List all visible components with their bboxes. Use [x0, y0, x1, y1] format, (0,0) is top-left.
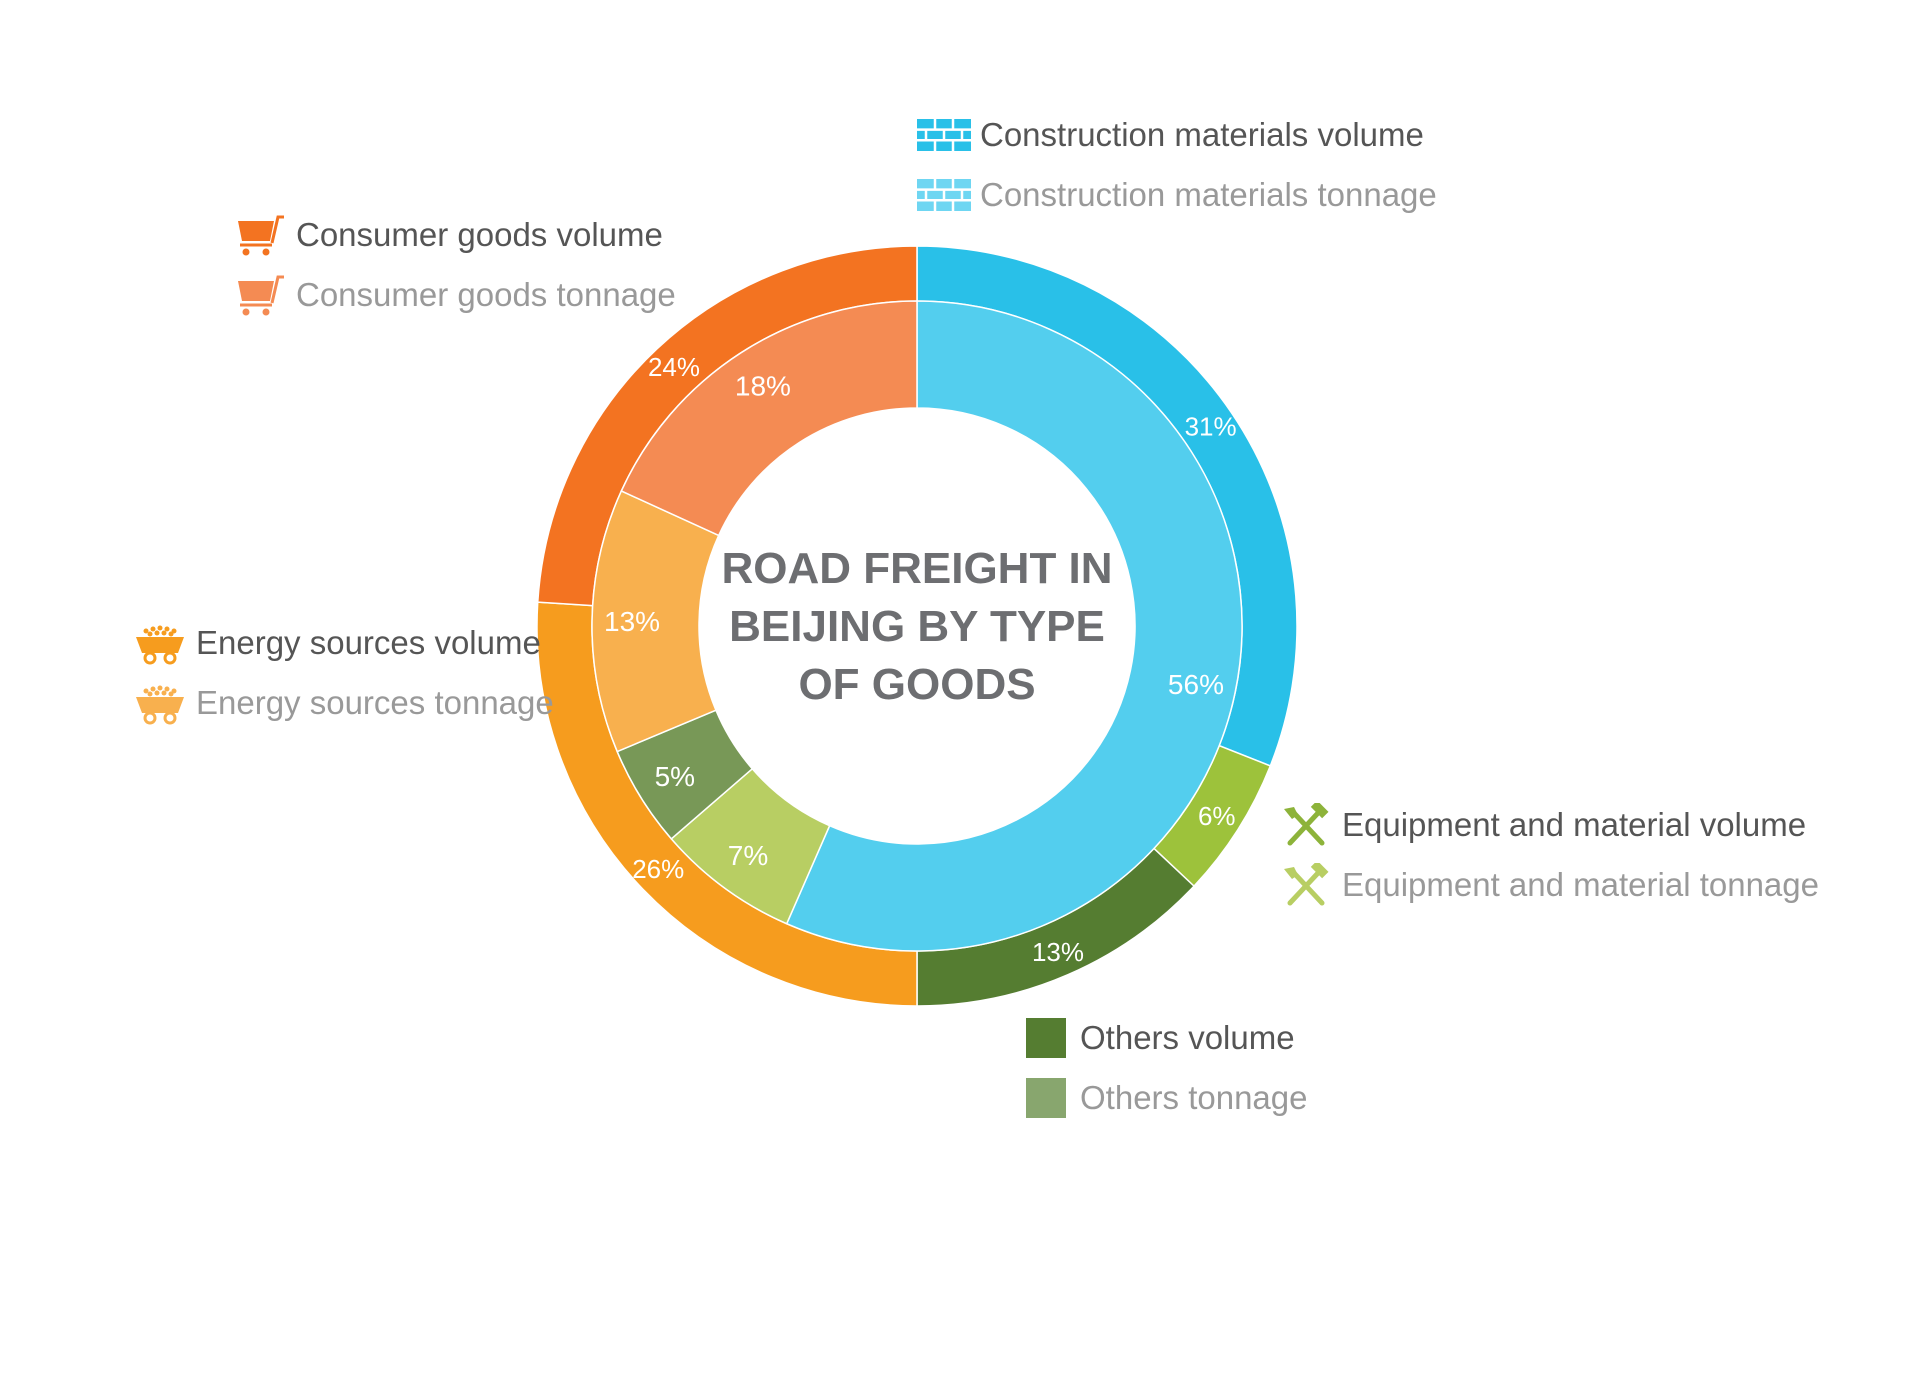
tonnage-label-others: 5% [655, 761, 695, 792]
legend-item-consumer-tonnage: Consumer goods tonnage [232, 273, 676, 317]
legend-label: Consumer goods volume [296, 216, 663, 253]
chart-title-line: BEIJING BY TYPE [729, 602, 1105, 651]
chart-title-line: OF GOODS [798, 660, 1035, 709]
volume-label-construction-materials: 31% [1185, 411, 1237, 441]
legend-item-equipment-tonnage: Equipment and material tonnage [1278, 860, 1819, 907]
tonnage-label-equipment-and-material: 7% [728, 840, 768, 871]
legend-item-construction-tonnage: Construction materials tonnage [916, 173, 1437, 217]
legend-item-construction-volume: Construction materials volume [916, 113, 1424, 157]
mine-cart-icon [132, 681, 188, 725]
legend-item-others-tonnage: Others tonnage [1016, 1076, 1308, 1120]
legend-item-consumer-volume: Consumer goods volume [232, 213, 663, 257]
tonnage-label-energy-sources: 13% [604, 606, 660, 637]
legend-item-energy-volume: Energy sources volume [132, 621, 541, 665]
legend-label: Construction materials tonnage [980, 176, 1437, 213]
legend-label: Construction materials volume [980, 116, 1424, 153]
chart-title-line: ROAD FREIGHT IN [721, 544, 1112, 593]
chart-title: ROAD FREIGHT IN BEIJING BY TYPE OF GOODS [721, 544, 1112, 709]
legend-label: Energy sources volume [196, 624, 541, 661]
legend-label: Others tonnage [1080, 1079, 1308, 1116]
legend-label: Equipment and material tonnage [1342, 866, 1819, 903]
legend-label: Equipment and material volume [1342, 806, 1807, 843]
legend-item-equipment-volume: Equipment and material volume [1278, 800, 1807, 847]
tools-icon [1278, 860, 1334, 907]
legend-label: Consumer goods tonnage [296, 276, 676, 313]
volume-label-energy-sources: 26% [632, 854, 684, 884]
bricks-icon [916, 173, 972, 217]
tonnage-slice-consumer-goods [620, 300, 918, 537]
bricks-icon [916, 113, 972, 157]
tonnage-label-consumer-goods: 18% [735, 371, 791, 402]
legend-label: Energy sources tonnage [196, 684, 554, 721]
legend-item-energy-tonnage: Energy sources tonnage [132, 681, 554, 725]
volume-label-others: 13% [1032, 937, 1084, 967]
cart-icon [232, 273, 288, 317]
legend-item-others-volume: Others volume [1016, 1016, 1295, 1060]
tonnage-slice-construction-materials [785, 300, 1243, 952]
slice-labels-layer: 31% 6% 13% 26% 24% 56% 7% 5% 13% 18% [604, 352, 1237, 967]
donut-hole [700, 409, 1134, 843]
square-icon [1016, 1016, 1072, 1060]
mine-cart-icon [132, 621, 188, 665]
legend-label: Others volume [1080, 1019, 1295, 1056]
volume-label-equipment-and-material: 6% [1198, 801, 1236, 831]
volume-label-consumer-goods: 24% [648, 352, 700, 382]
tonnage-label-construction-materials: 56% [1168, 669, 1224, 700]
rings-layer [536, 245, 1298, 1007]
tools-icon [1278, 800, 1334, 847]
cart-icon [232, 213, 288, 257]
square-icon [1016, 1076, 1072, 1120]
